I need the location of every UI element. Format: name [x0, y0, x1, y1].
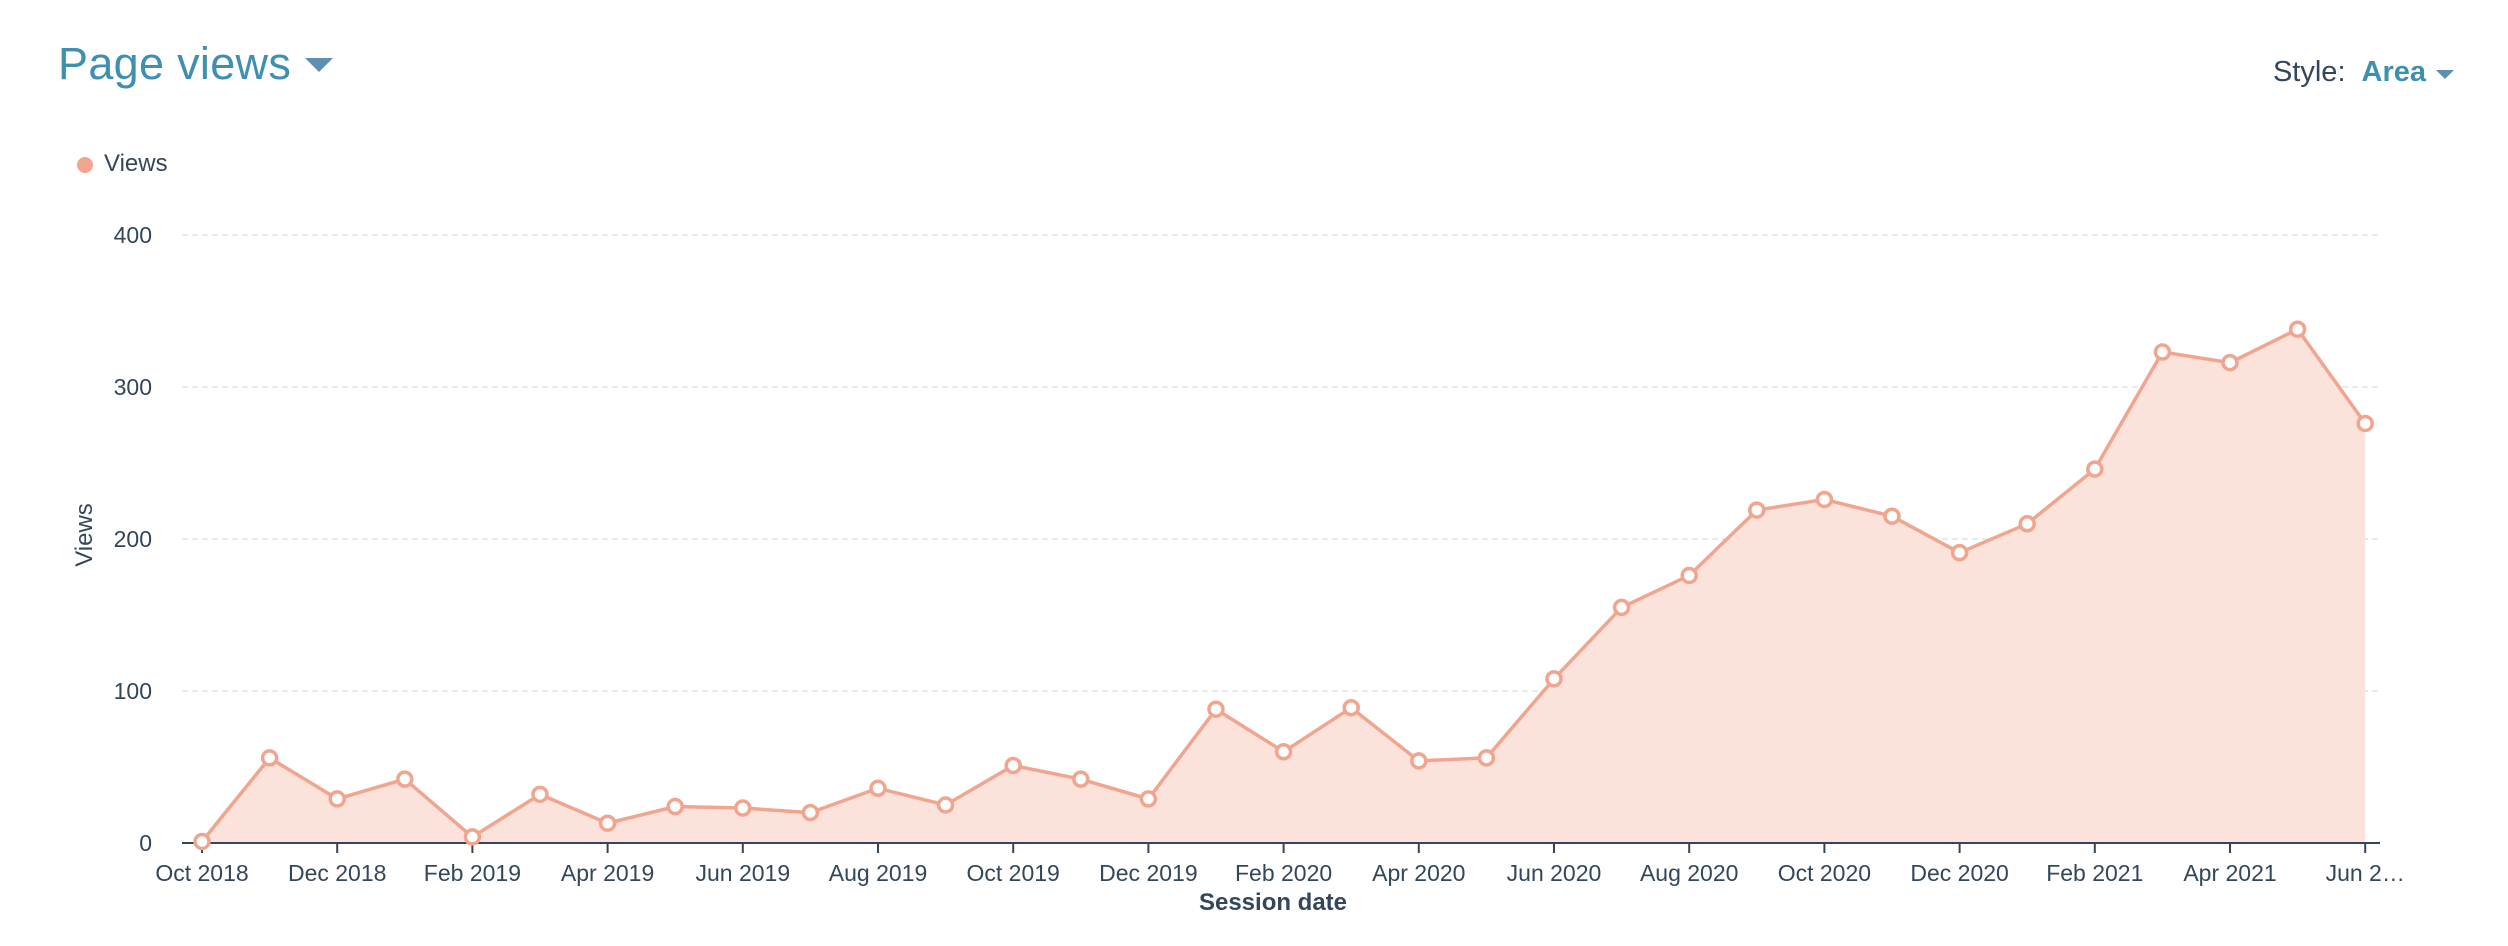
data-point[interactable]: [1004, 756, 1022, 775]
style-value: Area: [2361, 56, 2427, 88]
data-point[interactable]: [1477, 749, 1496, 767]
y-axis: 0 100 200 300 400: [114, 222, 152, 856]
data-point[interactable]: [1342, 698, 1360, 717]
series-area: [202, 329, 2366, 843]
x-tick-label: Jun 2020: [1507, 860, 1602, 886]
y-axis-title: Views: [71, 503, 98, 567]
data-point[interactable]: [193, 832, 211, 851]
data-point[interactable]: [2018, 515, 2036, 533]
caret-down-icon: [2436, 69, 2454, 79]
x-tick-label: Apr 2019: [561, 860, 654, 886]
data-point[interactable]: [801, 803, 820, 822]
data-point[interactable]: [396, 770, 414, 788]
legend-label: Views: [104, 150, 168, 177]
data-point[interactable]: [328, 790, 346, 808]
data-point[interactable]: [2221, 353, 2239, 372]
chart-title-dropdown[interactable]: Page views: [58, 38, 334, 90]
data-point[interactable]: [1748, 501, 1766, 519]
data-point[interactable]: [869, 779, 887, 798]
legend-marker-icon: [77, 157, 93, 173]
x-tick-label: Aug 2020: [1640, 860, 1738, 886]
data-point[interactable]: [1815, 490, 1834, 509]
data-point[interactable]: [1545, 670, 1563, 688]
data-point[interactable]: [936, 796, 955, 814]
caret-down-icon: [305, 58, 334, 72]
x-tick-label: Jun 2…: [2326, 860, 2405, 886]
x-tick-label: Oct 2018: [155, 860, 248, 886]
data-point[interactable]: [260, 749, 279, 767]
x-tick-label: Feb 2020: [1235, 860, 1332, 886]
x-tick-label: Dec 2018: [288, 860, 386, 886]
data-point[interactable]: [1207, 700, 1225, 718]
x-axis: Oct 2018 Dec 2018 Feb 2019 Apr 2019 Jun 2019…: [155, 842, 2405, 886]
area-layer: [200, 327, 2367, 843]
data-point[interactable]: [2288, 320, 2307, 338]
data-point[interactable]: [1883, 507, 1901, 525]
style-label: Style:: [2272, 56, 2346, 88]
data-point[interactable]: [1612, 598, 1631, 617]
x-tick-label: Dec 2020: [1910, 860, 2008, 886]
x-tick-label: Oct 2019: [967, 860, 1060, 886]
chart-title: Page views: [58, 38, 292, 89]
data-point[interactable]: [666, 797, 684, 816]
y-tick-label: 300: [114, 374, 152, 400]
data-point[interactable]: [531, 785, 549, 804]
data-points: [193, 320, 2374, 851]
data-point[interactable]: [1139, 790, 1158, 808]
x-tick-label: Feb 2019: [424, 860, 521, 886]
data-point[interactable]: [1410, 752, 1428, 770]
data-point[interactable]: [598, 814, 617, 832]
y-tick-label: 0: [139, 830, 152, 856]
y-tick-label: 100: [114, 678, 152, 704]
style-dropdown[interactable]: Area: [2361, 56, 2454, 89]
x-tick-label: Oct 2020: [1778, 860, 1871, 886]
x-tick-label: Feb 2021: [2046, 860, 2143, 886]
data-point[interactable]: [1072, 770, 1090, 788]
data-point[interactable]: [1950, 543, 1969, 562]
data-point[interactable]: [2153, 343, 2172, 361]
x-tick-label: Aug 2019: [829, 860, 927, 886]
x-tick-label: Apr 2020: [1372, 860, 1465, 886]
x-tick-label: Apr 2021: [2183, 860, 2276, 886]
data-point[interactable]: [2086, 460, 2104, 478]
data-point[interactable]: [463, 828, 482, 846]
legend[interactable]: Views: [77, 150, 168, 177]
data-point[interactable]: [1680, 566, 1698, 585]
data-point[interactable]: [1274, 743, 1293, 761]
data-point[interactable]: [2356, 414, 2374, 433]
y-tick-label: 200: [114, 526, 152, 552]
data-point[interactable]: [734, 799, 752, 817]
style-control: Style: Area: [2273, 56, 2454, 89]
x-tick-label: Jun 2019: [695, 860, 790, 886]
y-tick-label: 400: [114, 222, 152, 248]
x-axis-title: Session date: [1199, 889, 1347, 916]
x-tick-label: Dec 2019: [1099, 860, 1197, 886]
